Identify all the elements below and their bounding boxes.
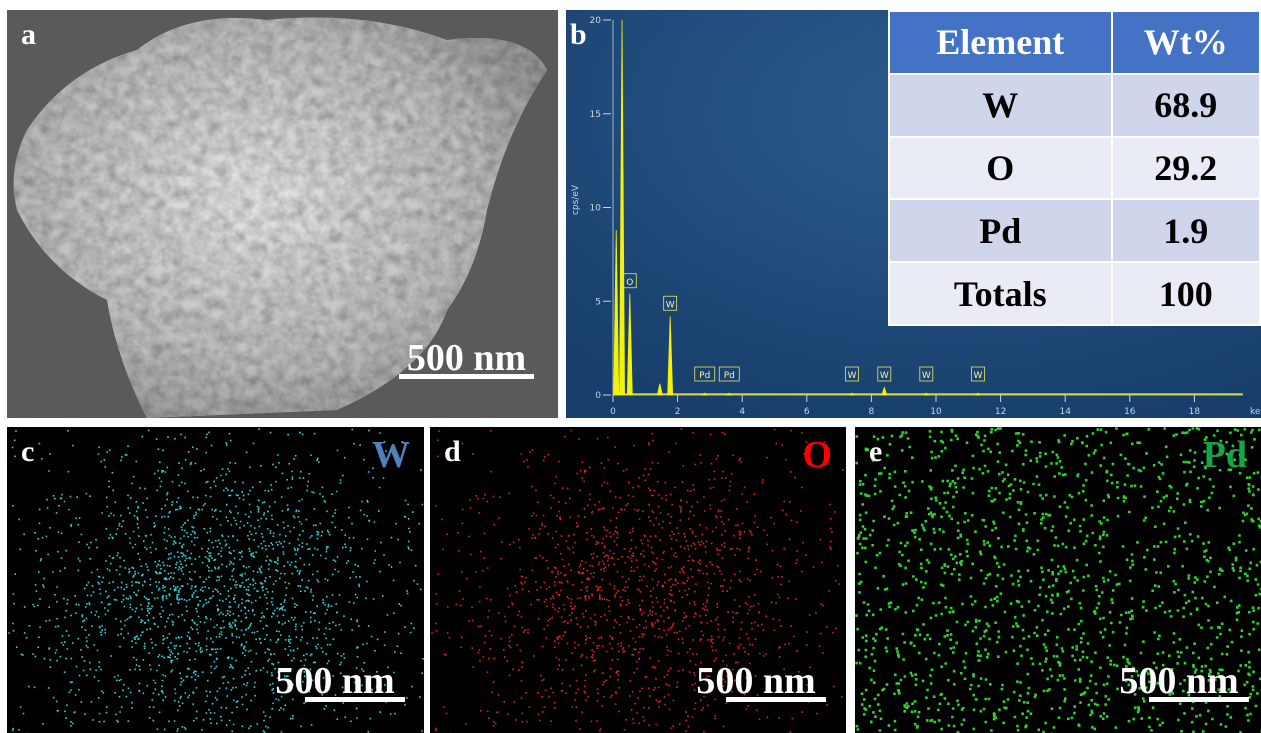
header-cell: Wt% [1112, 11, 1260, 74]
peak-label: Pd [724, 371, 735, 381]
scale-text: 500 nm [1119, 660, 1238, 702]
y-tick-label: 15 [590, 110, 601, 120]
y-tick-label: 10 [590, 204, 602, 214]
panel-label: a [21, 18, 36, 52]
cell: W [889, 74, 1112, 137]
peak-label: Pd [699, 371, 710, 381]
cell: Totals [889, 262, 1112, 325]
peak-label: W [922, 371, 931, 381]
x-tick-label: 2 [675, 407, 681, 417]
scale-text: 500 nm [407, 337, 526, 379]
element-label: O [802, 433, 832, 477]
peak-label: O [626, 278, 633, 288]
x-tick-label: 6 [804, 407, 810, 417]
panel-label: e [869, 435, 882, 469]
element-label: W [372, 433, 410, 477]
x-tick-label: 8 [869, 407, 875, 417]
cell: Pd [889, 199, 1112, 262]
cell: O [889, 137, 1112, 200]
x-tick-label: 16 [1124, 407, 1136, 417]
x-tick-label: 14 [1059, 407, 1071, 417]
scale-bar: 500 nm [686, 659, 826, 702]
x-tick-label: 0 [610, 407, 616, 417]
scale-text: 500 nm [696, 660, 815, 702]
x-tick-label: 4 [739, 407, 745, 417]
cell: 68.9 [1112, 74, 1260, 137]
y-tick-label: 5 [595, 297, 601, 307]
scale-bar: 500 nm [1109, 659, 1249, 702]
peak-label: W [880, 371, 889, 381]
header-cell: Element [889, 11, 1112, 74]
element-label: Pd [1203, 433, 1247, 477]
panel-label: d [444, 435, 461, 469]
cell: 1.9 [1112, 199, 1260, 262]
panel-label: c [21, 435, 34, 469]
x-tick-label: 12 [995, 407, 1006, 417]
y-tick-label: 20 [590, 16, 602, 26]
peak-label: W [666, 300, 675, 310]
y-axis-label: cps/eV [571, 184, 581, 215]
x-tick-label: 18 [1189, 407, 1201, 417]
x-axis-label: ke [1250, 407, 1261, 417]
figure: {"panels": { "a": {"label": "a", "scale_… [0, 0, 1261, 733]
map-panel: c W 500 nm [7, 427, 424, 733]
cell: 29.2 [1112, 137, 1260, 200]
y-tick-label: 0 [595, 391, 601, 401]
x-tick-label: 10 [930, 407, 942, 417]
cell: 100 [1112, 262, 1260, 325]
panel-label: b [570, 18, 587, 52]
scale-bar: 500 nm [399, 336, 534, 379]
peak-label: W [848, 371, 857, 381]
map-panel: e Pd 500 nm [855, 427, 1261, 733]
scale-bar: 500 nm [265, 659, 405, 702]
sem-panel: a 500 nm [7, 10, 558, 418]
scale-text: 500 nm [275, 660, 394, 702]
peak-label: W [974, 371, 983, 381]
map-panel: d O 500 nm [430, 427, 846, 733]
